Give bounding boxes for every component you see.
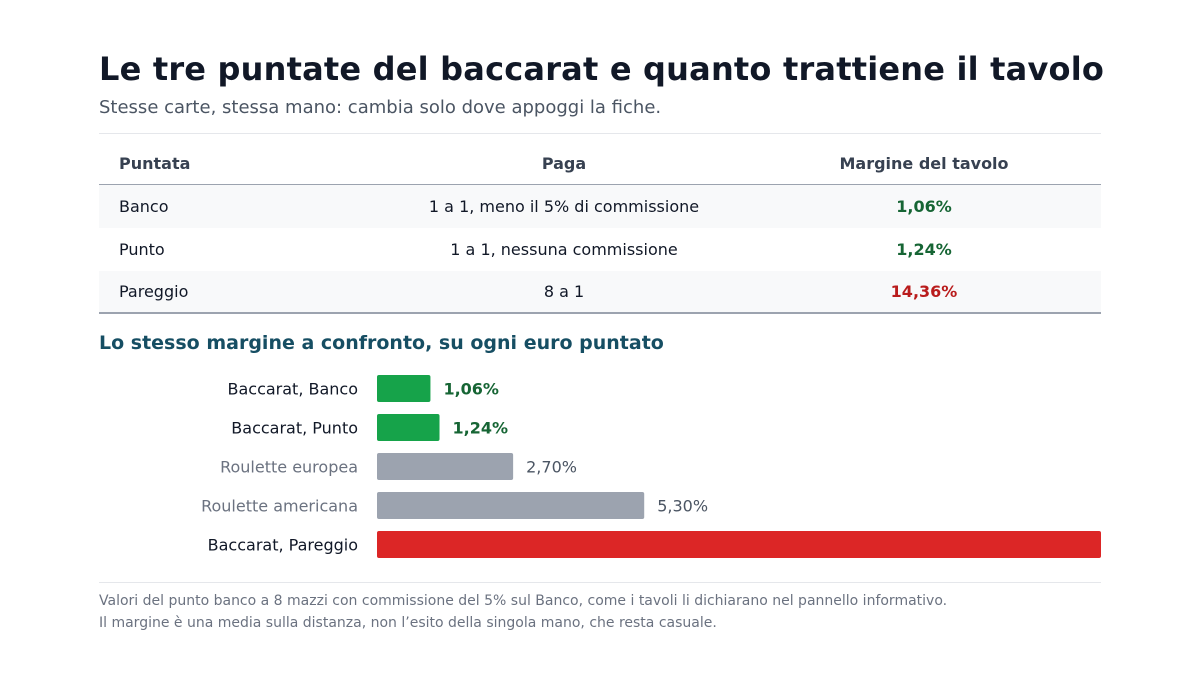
cell-pays: 1 a 1, meno il 5% di commissione (428, 197, 700, 216)
cell-margin: 1,24% (896, 240, 952, 259)
cell-margin: 1,06% (896, 197, 952, 216)
header-margin: Margine del tavolo (839, 154, 1009, 173)
bar-category-label: Baccarat, Banco (227, 380, 358, 399)
cell-bet: Punto (119, 240, 165, 259)
bar-value-label: 1,24% (453, 419, 509, 438)
bar (377, 492, 645, 519)
footnote-line-1: Valori del punto banco a 8 mazzi con com… (99, 593, 948, 609)
cell-pays: 1 a 1, nessuna commissione (450, 240, 678, 259)
bar-value-label: 1,06% (443, 380, 499, 399)
bar (377, 414, 440, 441)
chart-title: Lo stesso margine a confronto, su ogni e… (99, 332, 664, 354)
bar-category-label: Roulette americana (201, 497, 358, 516)
page-title: Le tre puntate del baccarat e quanto tra… (99, 50, 1105, 88)
table-row: Pareggio 8 a 1 14,36% (99, 271, 1101, 314)
bottom-divider (99, 582, 1101, 583)
cell-pays: 8 a 1 (543, 282, 585, 301)
header-bet: Puntata (119, 154, 191, 173)
bar-category-label: Baccarat, Punto (231, 419, 358, 438)
bar (377, 375, 431, 402)
page-subtitle: Stesse carte, stessa mano: cambia solo d… (99, 97, 662, 118)
bar-value-label: 2,70% (526, 458, 577, 477)
cell-bet: Banco (119, 197, 169, 216)
bar-category-label: Roulette europea (220, 458, 358, 477)
bar (377, 531, 1101, 558)
bar-value-label: 5,30% (657, 497, 708, 516)
bar-value-label: 14,36% (1114, 536, 1181, 555)
table-row: Punto 1 a 1, nessuna commissione 1,24% (99, 228, 1101, 271)
cell-margin: 14,36% (890, 282, 958, 301)
bar (377, 453, 514, 480)
bets-table: Puntata Paga Margine del tavolo Banco 1 … (99, 143, 1101, 314)
bar-category-label: Baccarat, Pareggio (208, 536, 358, 555)
top-divider (99, 133, 1101, 134)
table-header: Puntata Paga Margine del tavolo (99, 143, 1101, 185)
footnote-line-2: Il margine è una media sulla distanza, n… (99, 615, 717, 631)
cell-bet: Pareggio (119, 282, 189, 301)
header-pays: Paga (541, 154, 587, 173)
table-row: Banco 1 a 1, meno il 5% di commissione 1… (99, 185, 1101, 228)
